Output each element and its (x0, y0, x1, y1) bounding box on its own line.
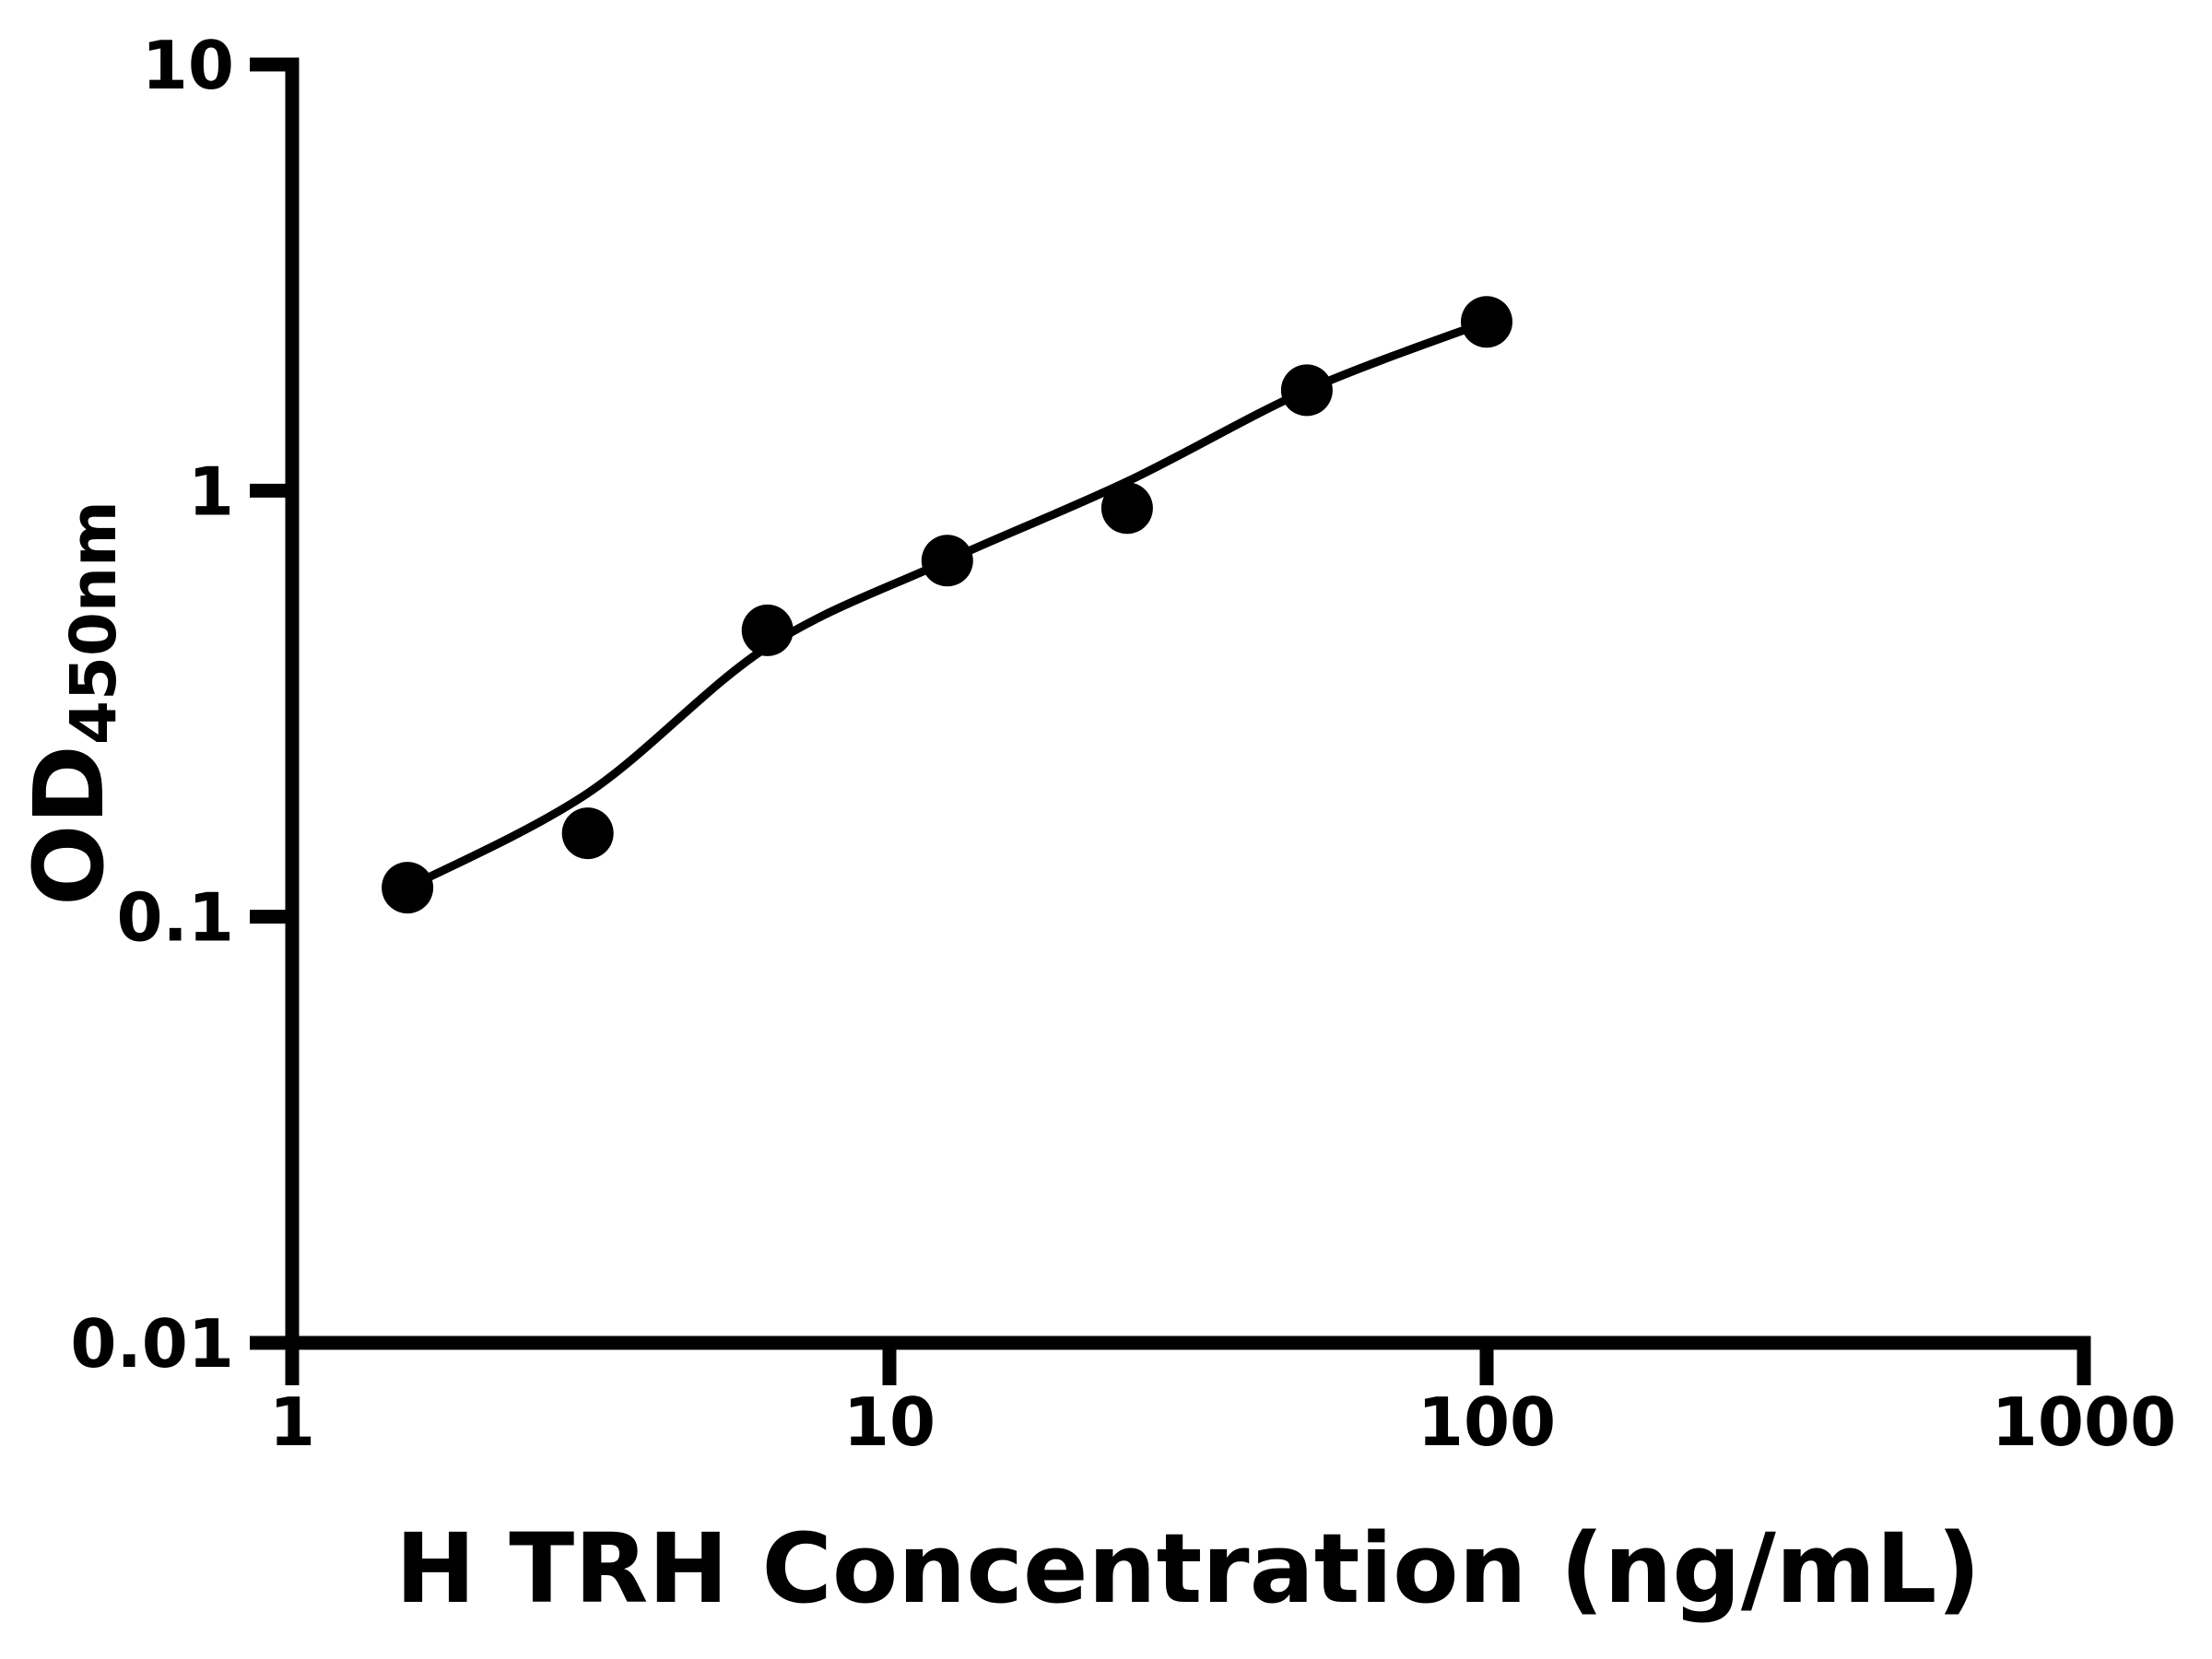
data-point (1280, 364, 1333, 417)
y-axis-title-main: OD (13, 745, 125, 906)
x-tick-label: 1000 (1992, 1383, 2176, 1461)
y-tick-label: 0.01 (70, 1305, 234, 1382)
y-tick-label: 0.1 (116, 879, 234, 957)
x-tick-label: 100 (1418, 1383, 1556, 1461)
data-point (1100, 482, 1153, 535)
y-axis-title-sub: 450nm (57, 500, 131, 746)
x-tick-label: 10 (843, 1383, 935, 1461)
y-axis-title: OD450nm (13, 500, 131, 906)
x-tick-label: 1 (269, 1383, 315, 1461)
data-point (382, 862, 434, 914)
data-point (561, 807, 614, 860)
data-point (921, 535, 973, 587)
x-axis-title: H TRH Concentration (ng/mL) (395, 1512, 1981, 1625)
y-tick-label: 1 (188, 453, 234, 530)
data-point (1461, 296, 1512, 348)
data-point (741, 604, 794, 656)
y-tick-label: 10 (142, 27, 234, 104)
